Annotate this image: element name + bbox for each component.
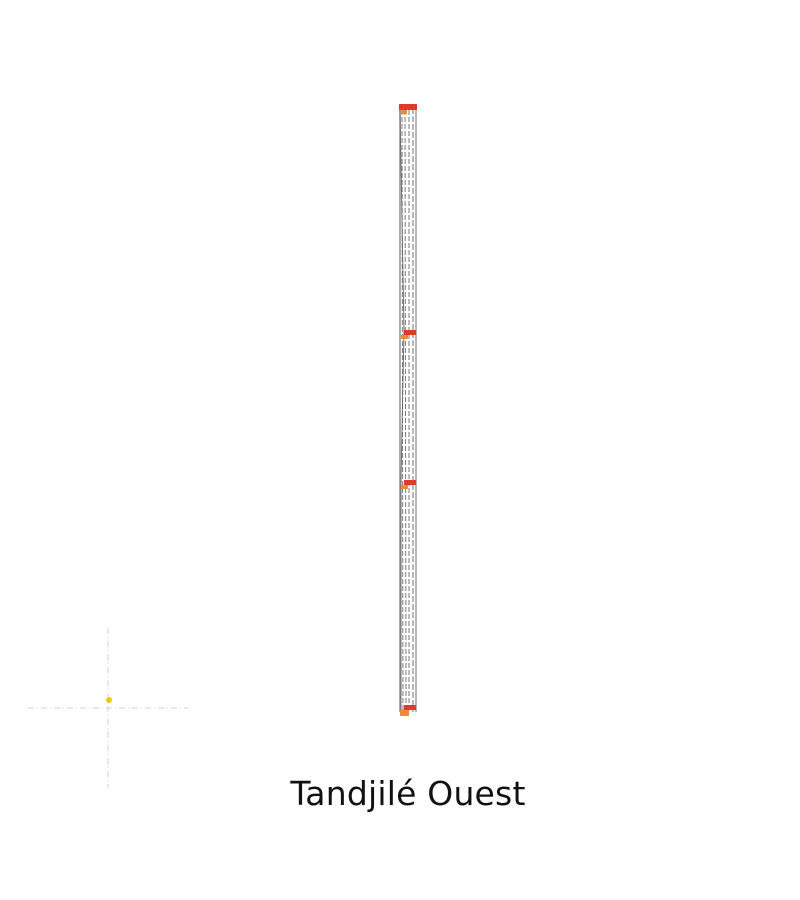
- locator-inset: [28, 628, 188, 788]
- location-dot-icon: [106, 697, 112, 703]
- region-label: Tandjilé Ouest: [290, 774, 526, 813]
- route-line-diagonal: [399, 109, 405, 712]
- route-line-center: [404, 109, 407, 713]
- stop-marker-icon[interactable]: [401, 330, 416, 339]
- stop-marker-icon[interactable]: [399, 104, 417, 114]
- route-corridor: [399, 108, 417, 713]
- stop-marker-icon[interactable]: [400, 705, 416, 716]
- stop-markers: [399, 104, 417, 716]
- stop-marker-icon[interactable]: [401, 480, 416, 489]
